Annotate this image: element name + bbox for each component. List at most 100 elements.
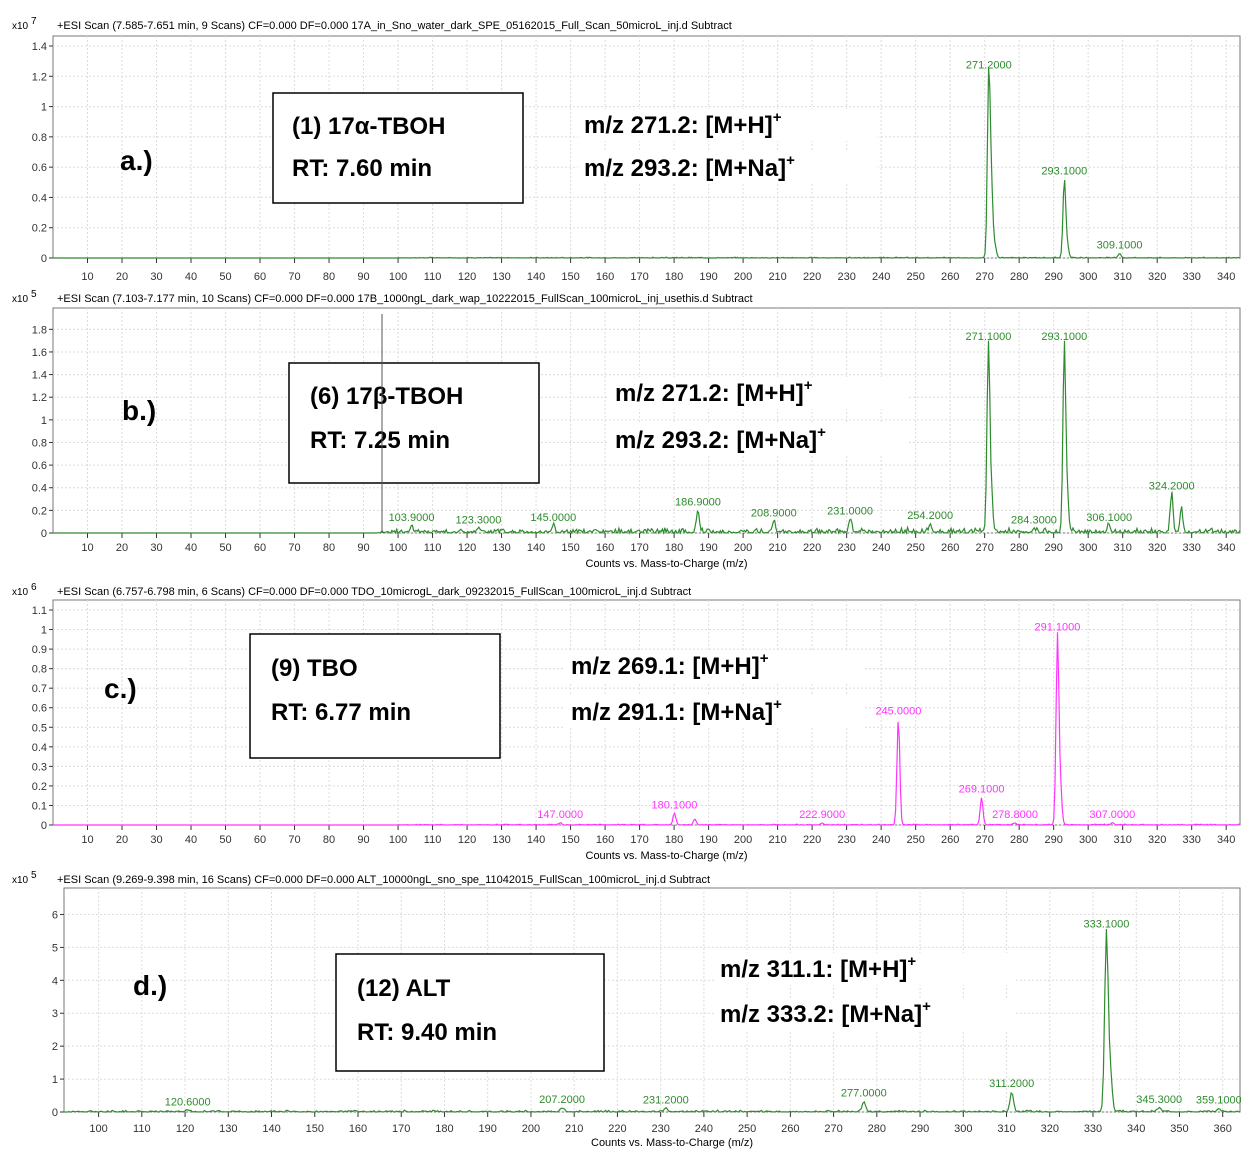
- x-tick-label: 100: [389, 542, 407, 554]
- x-tick-label: 320: [1041, 1123, 1059, 1135]
- peak-label: 306.1000: [1086, 512, 1132, 524]
- x-tick-label: 280: [1010, 542, 1028, 554]
- peak-label: 309.1000: [1097, 239, 1143, 251]
- peak-label: 254.2000: [907, 510, 953, 522]
- x-tick-label: 360: [1214, 1123, 1232, 1135]
- x-tick-label: 290: [1044, 834, 1062, 846]
- x-tick-label: 200: [734, 834, 752, 846]
- y-tick-label: 1: [52, 1074, 58, 1086]
- peak-label: 103.9000: [389, 512, 435, 524]
- x-tick-label: 180: [665, 271, 683, 283]
- peak-label: 345.3000: [1136, 1094, 1182, 1106]
- x-tick-label: 250: [906, 542, 924, 554]
- scan-header: +ESI Scan (6.757-6.798 min, 6 Scans) CF=…: [57, 586, 691, 598]
- peak-label: 145.0000: [530, 512, 576, 524]
- peak-label: 278.8000: [992, 809, 1038, 821]
- x-tick-label: 40: [185, 271, 197, 283]
- compound-info-box: [288, 362, 540, 484]
- ion-charge-superscript: +: [922, 998, 931, 1015]
- ion-formula: m/z 293.2: [M+Na]: [584, 155, 786, 182]
- x-tick-label: 160: [596, 834, 614, 846]
- x-tick-label: 120: [176, 1123, 194, 1135]
- x-tick-label: 200: [734, 542, 752, 554]
- x-tick-label: 60: [254, 542, 266, 554]
- y-tick-label: 0.5: [32, 722, 47, 734]
- x-tick-label: 240: [872, 271, 890, 283]
- y-tick-label: 0.7: [32, 683, 47, 695]
- x-tick-label: 110: [133, 1123, 151, 1135]
- x-tick-label: 40: [185, 542, 197, 554]
- panel-label: a.): [120, 145, 153, 176]
- peak-label: 231.0000: [827, 505, 873, 517]
- compound-name: (9) TBO: [271, 655, 358, 682]
- plot-area: [52, 35, 1241, 259]
- peak-label: 291.1000: [1035, 621, 1081, 633]
- ion-formula: m/z 293.2: [M+Na]: [615, 427, 817, 454]
- peak-label: 180.1000: [652, 799, 698, 811]
- compound-name: (1) 17α-TBOH: [292, 113, 445, 140]
- spectrum-panel-3: x10 6 +ESI Scan (6.757-6.798 min, 6 Scans)…: [0, 582, 1241, 862]
- y-tick-label: 0: [41, 253, 47, 265]
- x-tick-label: 210: [565, 1123, 583, 1135]
- ion-annotation: m/z 333.2: [M+Na]+: [720, 998, 931, 1028]
- x-tick-label: 270: [975, 542, 993, 554]
- x-tick-label: 290: [1044, 542, 1062, 554]
- y-tick-label: 1.4: [32, 41, 47, 53]
- y-tick-label: 0: [41, 528, 47, 540]
- x-tick-label: 120: [458, 834, 476, 846]
- y-tick-label: 1: [41, 102, 47, 114]
- compound-name: (6) 17β-TBOH: [310, 383, 463, 410]
- x-tick-label: 230: [651, 1123, 669, 1135]
- ion-annotation-backdrop: [565, 650, 865, 682]
- x-tick-label: 260: [941, 834, 959, 846]
- x-tick-label: 130: [492, 542, 510, 554]
- x-tick-label: 150: [561, 271, 579, 283]
- ion-formula: m/z 291.1: [M+Na]: [571, 699, 773, 726]
- ion-annotation: m/z 269.1: [M+H]+: [571, 650, 769, 680]
- y-tick-label: 1.6: [32, 347, 47, 359]
- x-tick-label: 70: [288, 542, 300, 554]
- x-tick-label: 310: [1114, 271, 1132, 283]
- x-tick-label: 130: [219, 1123, 237, 1135]
- compound-name: (12) ALT: [357, 975, 451, 1002]
- peak-label: 293.1000: [1041, 331, 1087, 343]
- x-tick-label: 220: [803, 834, 821, 846]
- x-tick-label: 230: [837, 542, 855, 554]
- ion-annotation-backdrop: [714, 953, 1014, 985]
- x-tick-label: 50: [219, 271, 231, 283]
- x-tick-label: 250: [906, 271, 924, 283]
- ion-annotation-backdrop: [714, 998, 1014, 1030]
- x-tick-label: 20: [116, 542, 128, 554]
- peak-label: 277.0000: [841, 1087, 887, 1099]
- panel-header-bar: [0, 290, 1241, 306]
- ion-formula: m/z 269.1: [M+H]: [571, 653, 760, 680]
- x-tick-label: 180: [665, 542, 683, 554]
- peak-label: 147.0000: [537, 809, 583, 821]
- peak-label: 271.2000: [966, 59, 1012, 71]
- compound-info-box: [335, 953, 605, 1072]
- x-axis-label: Counts vs. Mass-to-Charge (m/z): [591, 1137, 753, 1149]
- x-tick-label: 190: [699, 271, 717, 283]
- peak-label: 231.2000: [643, 1095, 689, 1107]
- peak-label: 269.1000: [959, 784, 1005, 796]
- ion-annotation: m/z 293.2: [M+Na]+: [615, 424, 826, 454]
- y-tick-label: 2: [52, 1041, 58, 1053]
- y-multiplier-label: x10: [12, 294, 29, 305]
- x-tick-label: 190: [699, 834, 717, 846]
- x-tick-label: 290: [911, 1123, 929, 1135]
- spectrum-trace: [398, 632, 1241, 826]
- x-tick-label: 60: [254, 834, 266, 846]
- y-multiplier-exponent: 5: [31, 289, 37, 300]
- x-tick-label: 170: [392, 1123, 410, 1135]
- ion-annotation: m/z 271.2: [M+H]+: [615, 377, 813, 407]
- x-tick-label: 130: [492, 271, 510, 283]
- x-tick-label: 240: [695, 1123, 713, 1135]
- x-tick-label: 210: [768, 542, 786, 554]
- x-tick-label: 310: [1114, 542, 1132, 554]
- x-tick-label: 270: [824, 1123, 842, 1135]
- x-tick-label: 310: [1114, 834, 1132, 846]
- x-tick-label: 300: [1079, 271, 1097, 283]
- panel-label: c.): [104, 673, 137, 704]
- peak-label: 245.0000: [875, 705, 921, 717]
- x-tick-label: 220: [803, 271, 821, 283]
